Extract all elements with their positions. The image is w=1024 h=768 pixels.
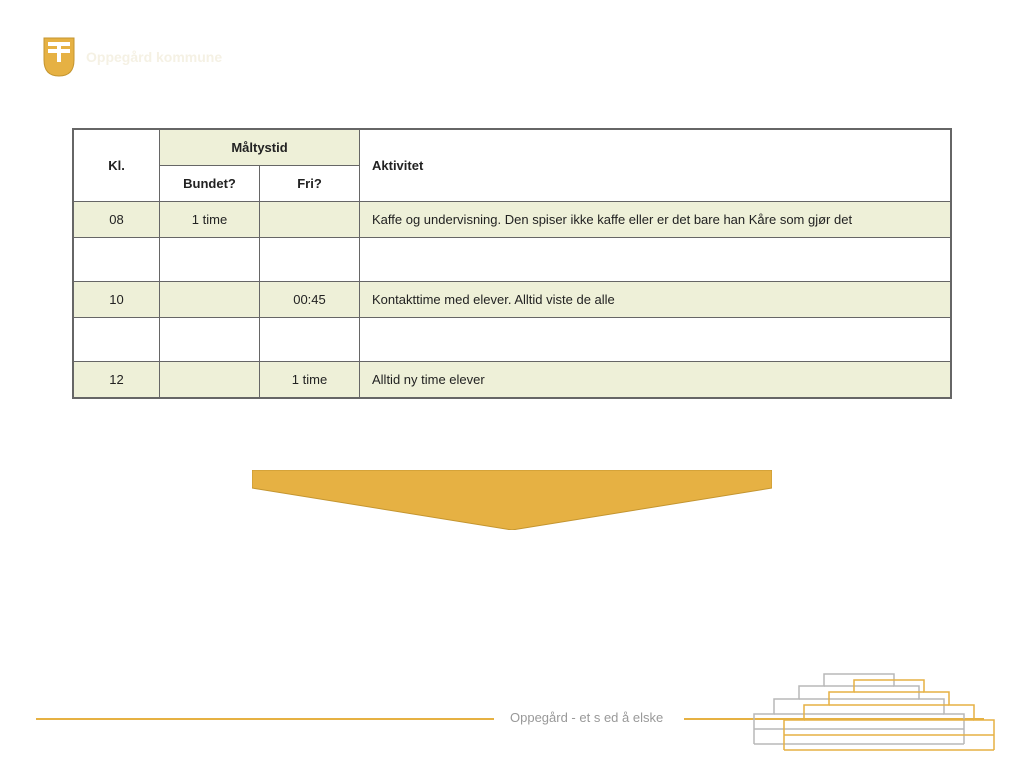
table-row <box>74 318 951 362</box>
cell-booked: 1 time <box>160 202 260 238</box>
footer-rule-left <box>36 718 494 720</box>
down-arrow-band <box>252 470 772 530</box>
col-header-free: Fri? <box>260 166 360 202</box>
cell-booked <box>160 238 260 282</box>
cell-activity: Alltid ny time elever <box>360 362 951 398</box>
cell-activity: Kontakttime med elever. Alltid viste de … <box>360 282 951 318</box>
cell-kl <box>74 318 160 362</box>
col-header-activity: Aktivitet <box>360 130 951 202</box>
cell-free <box>260 238 360 282</box>
schedule-table: Kl. Måltystid Aktivitet Bundet? Fri? 08 … <box>72 128 952 399</box>
cell-kl: 12 <box>74 362 160 398</box>
table-row: 08 1 time Kaffe og undervisning. Den spi… <box>74 202 951 238</box>
cell-free <box>260 318 360 362</box>
table-row <box>74 238 951 282</box>
cell-kl: 08 <box>74 202 160 238</box>
table-row: 12 1 time Alltid ny time elever <box>74 362 951 398</box>
cell-free: 00:45 <box>260 282 360 318</box>
cell-kl: 10 <box>74 282 160 318</box>
cell-kl <box>74 238 160 282</box>
cell-activity <box>360 238 951 282</box>
cell-free: 1 time <box>260 362 360 398</box>
logo: Oppegård kommune <box>42 36 222 78</box>
cell-booked <box>160 362 260 398</box>
logo-label: Oppegård kommune <box>86 49 222 66</box>
col-header-booked: Bundet? <box>160 166 260 202</box>
col-header-kl: Kl. <box>74 130 160 202</box>
cell-activity: Kaffe og undervisning. Den spiser ikke k… <box>360 202 951 238</box>
cell-free <box>260 202 360 238</box>
footer-tagline: Oppegård - et s ed å elske <box>510 710 663 725</box>
cell-booked <box>160 282 260 318</box>
cell-booked <box>160 318 260 362</box>
shield-icon <box>42 36 76 78</box>
table-row: 10 00:45 Kontakttime med elever. Alltid … <box>74 282 951 318</box>
cell-activity <box>360 318 951 362</box>
footer-building-icon <box>744 644 1004 754</box>
col-header-group: Måltystid <box>160 130 360 166</box>
